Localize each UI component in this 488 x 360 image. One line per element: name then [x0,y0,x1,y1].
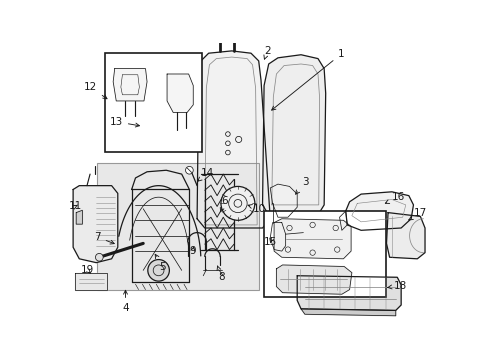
Text: 7: 7 [94,232,114,244]
Polygon shape [262,55,325,215]
Polygon shape [339,211,346,230]
Circle shape [95,253,103,261]
Bar [105,53,202,152]
Text: 19: 19 [81,265,94,275]
Text: 14: 14 [198,167,214,181]
Polygon shape [276,265,351,294]
Polygon shape [73,186,118,263]
Text: 9: 9 [189,246,196,256]
Text: 8: 8 [217,266,224,282]
Polygon shape [297,276,400,310]
Text: 13: 13 [109,117,139,127]
Text: 12: 12 [84,82,107,99]
Circle shape [221,186,254,220]
Text: 5: 5 [155,254,165,271]
Polygon shape [270,184,297,217]
Bar [264,211,385,297]
Polygon shape [113,69,147,101]
Text: 18: 18 [387,281,406,291]
Text: 11: 11 [68,202,81,211]
Text: 3: 3 [295,177,308,194]
Circle shape [147,260,169,281]
Polygon shape [197,51,270,228]
Polygon shape [75,273,107,289]
Polygon shape [274,219,350,259]
Text: 10: 10 [247,204,265,214]
Text: 2: 2 [264,46,270,59]
Polygon shape [76,210,82,224]
Polygon shape [270,222,285,251]
Polygon shape [301,309,395,316]
Text: 6: 6 [220,196,228,212]
Text: 1: 1 [271,49,344,110]
Polygon shape [345,192,413,230]
Polygon shape [167,74,193,112]
Text: 16: 16 [385,192,405,203]
Polygon shape [386,213,424,259]
Circle shape [185,166,193,174]
Text: 4: 4 [122,290,128,313]
Bar [97,163,258,289]
Text: 17: 17 [408,208,427,220]
Text: 15: 15 [264,237,277,247]
